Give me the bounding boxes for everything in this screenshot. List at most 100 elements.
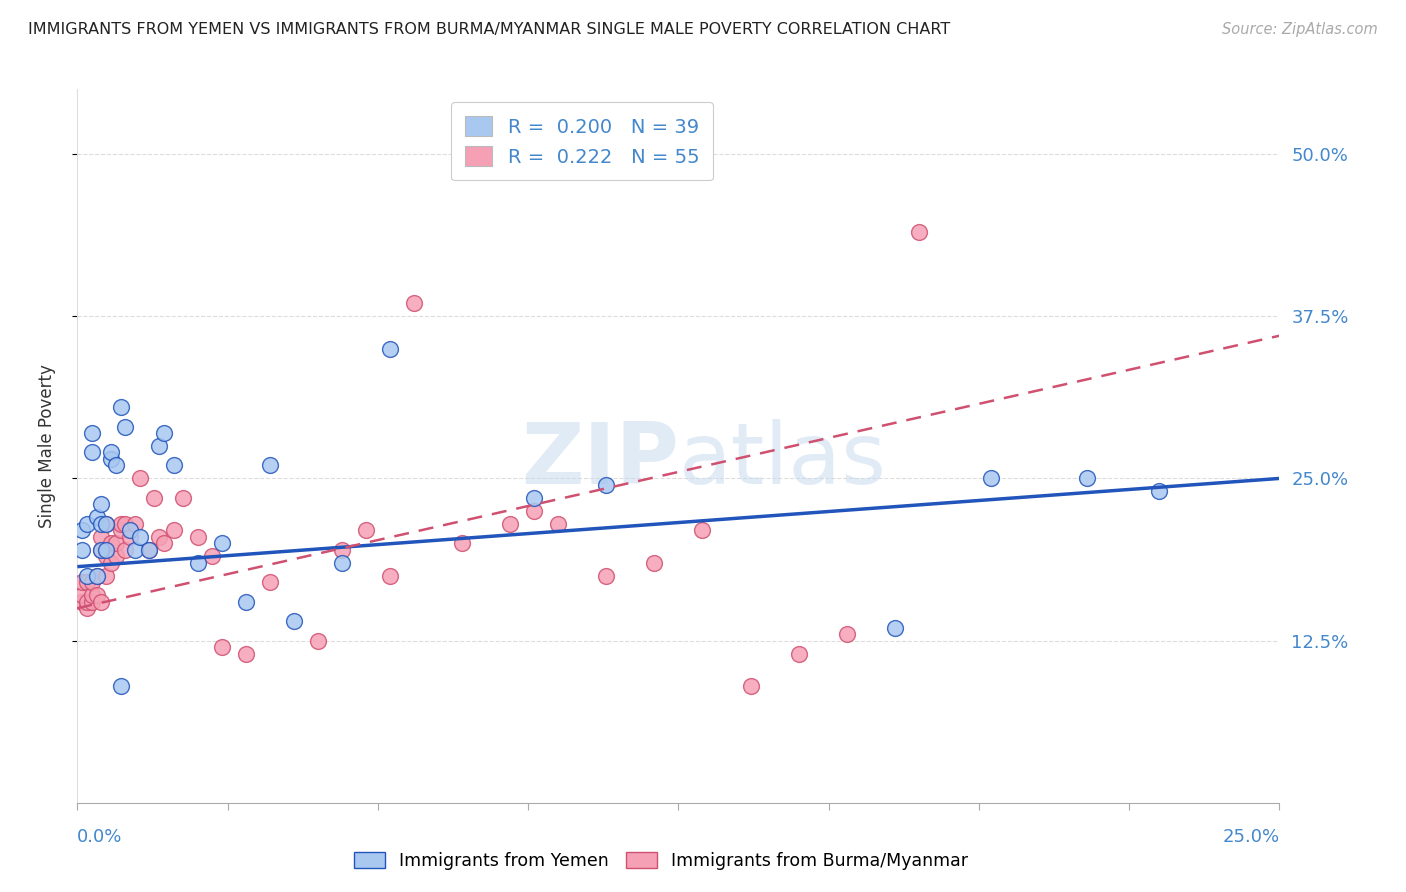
Point bbox=[692, 524, 714, 538]
Point bbox=[80, 445, 103, 459]
Point bbox=[643, 556, 665, 570]
Point bbox=[70, 524, 93, 538]
Point bbox=[104, 536, 127, 550]
Point bbox=[100, 556, 122, 570]
Point bbox=[70, 542, 93, 557]
Point bbox=[96, 542, 118, 557]
Point bbox=[70, 595, 93, 609]
Point bbox=[148, 439, 170, 453]
Point bbox=[110, 516, 132, 531]
Point bbox=[402, 296, 425, 310]
Point bbox=[120, 530, 142, 544]
Point bbox=[172, 491, 194, 505]
Point bbox=[124, 516, 146, 531]
Point bbox=[330, 556, 353, 570]
Point bbox=[90, 497, 112, 511]
Point bbox=[908, 225, 931, 239]
Point bbox=[90, 595, 112, 609]
Point bbox=[86, 510, 108, 524]
Point bbox=[104, 549, 127, 564]
Point bbox=[80, 575, 103, 590]
Point bbox=[124, 542, 146, 557]
Point bbox=[835, 627, 858, 641]
Text: IMMIGRANTS FROM YEMEN VS IMMIGRANTS FROM BURMA/MYANMAR SINGLE MALE POVERTY CORRE: IMMIGRANTS FROM YEMEN VS IMMIGRANTS FROM… bbox=[28, 22, 950, 37]
Legend: Immigrants from Yemen, Immigrants from Burma/Myanmar: Immigrants from Yemen, Immigrants from B… bbox=[344, 844, 977, 879]
Point bbox=[235, 595, 257, 609]
Point bbox=[283, 614, 305, 628]
Text: ZIP: ZIP bbox=[520, 418, 679, 502]
Point bbox=[451, 536, 474, 550]
Point bbox=[595, 478, 617, 492]
Point bbox=[100, 452, 122, 467]
Point bbox=[70, 588, 93, 602]
Point bbox=[86, 568, 108, 582]
Point bbox=[128, 530, 150, 544]
Point bbox=[80, 425, 103, 440]
Text: 0.0%: 0.0% bbox=[77, 828, 122, 846]
Point bbox=[100, 445, 122, 459]
Point bbox=[96, 516, 118, 531]
Point bbox=[96, 516, 118, 531]
Point bbox=[378, 342, 401, 356]
Point bbox=[86, 588, 108, 602]
Text: Source: ZipAtlas.com: Source: ZipAtlas.com bbox=[1222, 22, 1378, 37]
Point bbox=[76, 601, 98, 615]
Legend: R =  0.200   N = 39, R =  0.222   N = 55: R = 0.200 N = 39, R = 0.222 N = 55 bbox=[451, 103, 713, 180]
Point bbox=[211, 640, 233, 654]
Point bbox=[980, 471, 1002, 485]
Point bbox=[128, 471, 150, 485]
Point bbox=[120, 524, 142, 538]
Point bbox=[90, 530, 112, 544]
Point bbox=[211, 536, 233, 550]
Text: atlas: atlas bbox=[679, 418, 886, 502]
Point bbox=[740, 679, 762, 693]
Point bbox=[307, 633, 329, 648]
Point bbox=[143, 491, 166, 505]
Point bbox=[354, 524, 377, 538]
Point bbox=[1149, 484, 1171, 499]
Point bbox=[80, 588, 103, 602]
Point bbox=[523, 491, 546, 505]
Point bbox=[153, 425, 176, 440]
Point bbox=[114, 516, 136, 531]
Point bbox=[547, 516, 569, 531]
Point bbox=[883, 621, 905, 635]
Point bbox=[1076, 471, 1098, 485]
Point bbox=[110, 679, 132, 693]
Point bbox=[259, 458, 281, 473]
Point bbox=[110, 400, 132, 414]
Point bbox=[86, 568, 108, 582]
Point bbox=[96, 568, 118, 582]
Point bbox=[80, 595, 103, 609]
Point bbox=[70, 575, 93, 590]
Point bbox=[148, 530, 170, 544]
Point bbox=[96, 549, 118, 564]
Point bbox=[235, 647, 257, 661]
Point bbox=[90, 542, 112, 557]
Point bbox=[523, 504, 546, 518]
Text: 25.0%: 25.0% bbox=[1222, 828, 1279, 846]
Point bbox=[259, 575, 281, 590]
Point bbox=[330, 542, 353, 557]
Point bbox=[114, 542, 136, 557]
Point bbox=[114, 419, 136, 434]
Point bbox=[201, 549, 224, 564]
Point bbox=[76, 575, 98, 590]
Point bbox=[187, 530, 209, 544]
Point bbox=[90, 542, 112, 557]
Point bbox=[76, 516, 98, 531]
Point bbox=[378, 568, 401, 582]
Point bbox=[104, 458, 127, 473]
Point bbox=[138, 542, 160, 557]
Point bbox=[76, 568, 98, 582]
Point bbox=[90, 516, 112, 531]
Point bbox=[499, 516, 522, 531]
Point bbox=[110, 524, 132, 538]
Point bbox=[187, 556, 209, 570]
Point bbox=[138, 542, 160, 557]
Point bbox=[162, 524, 184, 538]
Point bbox=[100, 536, 122, 550]
Point bbox=[595, 568, 617, 582]
Point bbox=[153, 536, 176, 550]
Point bbox=[162, 458, 184, 473]
